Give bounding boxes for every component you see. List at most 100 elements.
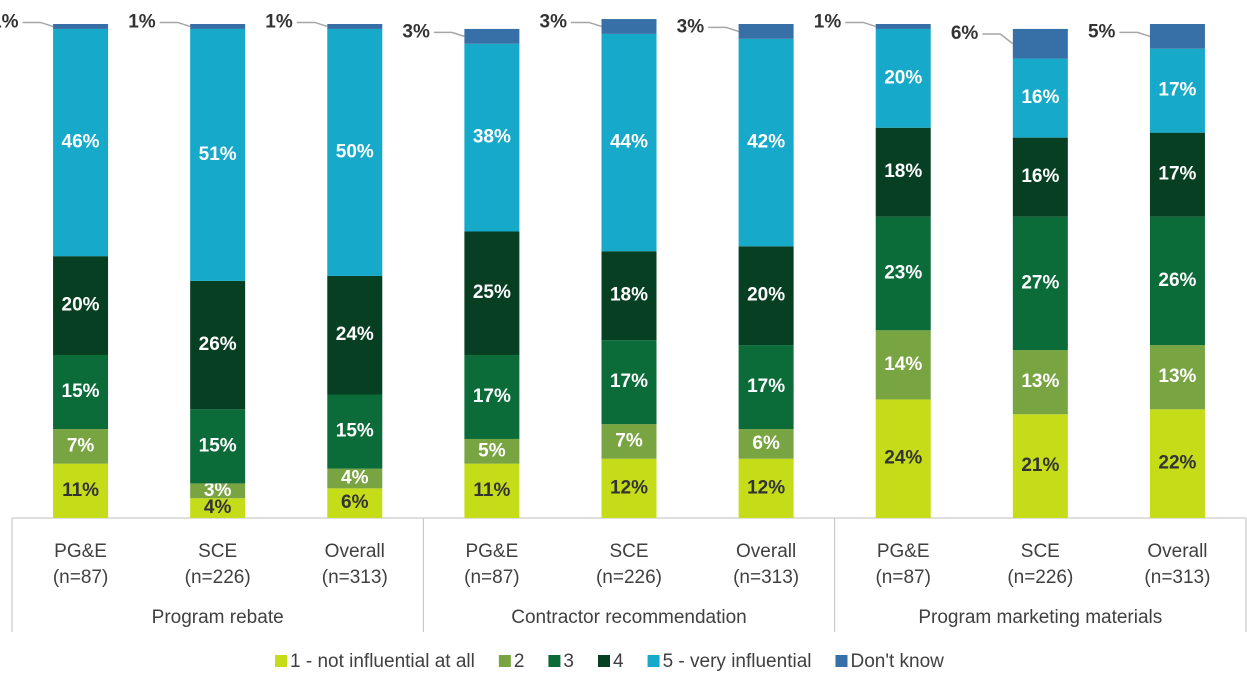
bar-segment [464, 438, 520, 464]
group-label: Program rebate [152, 607, 284, 628]
bar-segment [1149, 24, 1205, 49]
leader-line [159, 21, 191, 28]
bar-segment [190, 409, 246, 484]
data-label: 51% [199, 144, 237, 165]
data-label: 27% [1021, 272, 1059, 293]
leader-line [296, 21, 328, 28]
data-label: 14% [884, 354, 922, 375]
data-label: 24% [884, 448, 922, 469]
bar-segment [1012, 350, 1068, 415]
bar-segment [875, 24, 931, 29]
leader-line [982, 33, 1014, 45]
x-tick-label: Overall [1147, 541, 1207, 562]
data-label: 24% [336, 324, 374, 345]
bar-segment [190, 28, 246, 281]
bar-segment [53, 28, 109, 257]
data-label: 6% [752, 433, 780, 454]
legend-label: 2 [514, 651, 525, 672]
data-label: 42% [747, 132, 785, 153]
data-label: 3% [540, 11, 568, 32]
bar-segment [464, 354, 520, 439]
x-tick-label: PG&E [877, 541, 930, 562]
bar-segment [1012, 28, 1068, 59]
data-label: 17% [1158, 164, 1196, 185]
bar-segment [1149, 216, 1205, 346]
x-tick-label: (n=313) [1144, 567, 1210, 588]
bar-segment [601, 19, 657, 34]
data-label: 17% [747, 376, 785, 397]
data-label: 38% [473, 127, 511, 148]
bar-segment [875, 216, 931, 331]
leader-line [433, 31, 465, 38]
data-label: 13% [1158, 366, 1196, 387]
bar-segment [464, 463, 520, 518]
bar-segment [327, 24, 383, 29]
bar-segment [1149, 48, 1205, 133]
x-tick-label: Overall [325, 541, 385, 562]
data-label: 5% [1088, 21, 1116, 42]
data-label: 17% [1158, 80, 1196, 101]
x-tick-label: (n=226) [1007, 567, 1073, 588]
bar-segment [327, 275, 383, 395]
data-label: 6% [951, 23, 979, 44]
data-label: 1% [128, 11, 156, 32]
data-label: 17% [610, 371, 648, 392]
x-tick-label: SCE [1021, 541, 1060, 562]
data-label: 44% [610, 132, 648, 153]
data-label: 7% [615, 430, 643, 451]
data-label: 11% [473, 480, 510, 501]
data-label: 20% [884, 67, 922, 88]
legend-label: 4 [613, 651, 624, 672]
bar-segment [53, 256, 109, 355]
bar-segment [327, 394, 383, 469]
bar-segment [738, 345, 794, 430]
legend-label: Don't know [850, 651, 944, 672]
x-tick-label: (n=313) [733, 567, 799, 588]
x-tick-label: SCE [609, 541, 648, 562]
x-tick-label: SCE [198, 541, 237, 562]
data-label: 50% [336, 141, 374, 162]
data-label: 3% [677, 16, 705, 37]
bar-segment [53, 24, 109, 29]
bar-segment [875, 399, 931, 518]
bar-segment [738, 458, 794, 518]
data-label: 7% [67, 435, 95, 456]
leader-line [1119, 31, 1151, 38]
bar-segment [601, 33, 657, 252]
data-label: 18% [610, 285, 648, 306]
bar-segment [601, 340, 657, 425]
bar-segment [190, 280, 246, 410]
leader-line [571, 21, 602, 28]
data-label: 5% [478, 440, 506, 461]
data-label: 21% [1021, 455, 1059, 476]
bar-segment [190, 24, 246, 29]
legend-label: 5 - very influential [663, 651, 812, 672]
bar-segment [1149, 409, 1205, 518]
data-label: 4% [204, 497, 232, 518]
x-tick-label: PG&E [54, 541, 107, 562]
bar-segment [1149, 345, 1205, 410]
bar-segment [1012, 58, 1068, 138]
x-tick-label: (n=226) [596, 567, 662, 588]
data-label: 4% [341, 467, 369, 488]
bar-segment [53, 463, 109, 518]
group-label: Contractor recommendation [511, 607, 747, 628]
data-label: 16% [1021, 166, 1059, 187]
bar-segment [327, 468, 383, 489]
legend-swatch [275, 655, 287, 667]
bar-segment [601, 458, 657, 518]
bar-segment [464, 231, 520, 355]
legend-swatch [548, 655, 561, 667]
bar-segment [53, 429, 109, 464]
data-label: 3% [204, 480, 232, 501]
data-label: 15% [62, 381, 100, 402]
bar-segment [738, 429, 794, 459]
bar-segment [53, 354, 109, 430]
bar-segment [875, 28, 931, 128]
data-label: 25% [473, 282, 511, 303]
legend-swatch [498, 655, 511, 667]
bar-segment [190, 498, 246, 518]
bar-segment [464, 43, 520, 232]
x-tick-label: (n=226) [185, 567, 251, 588]
legend-swatch [647, 655, 660, 667]
